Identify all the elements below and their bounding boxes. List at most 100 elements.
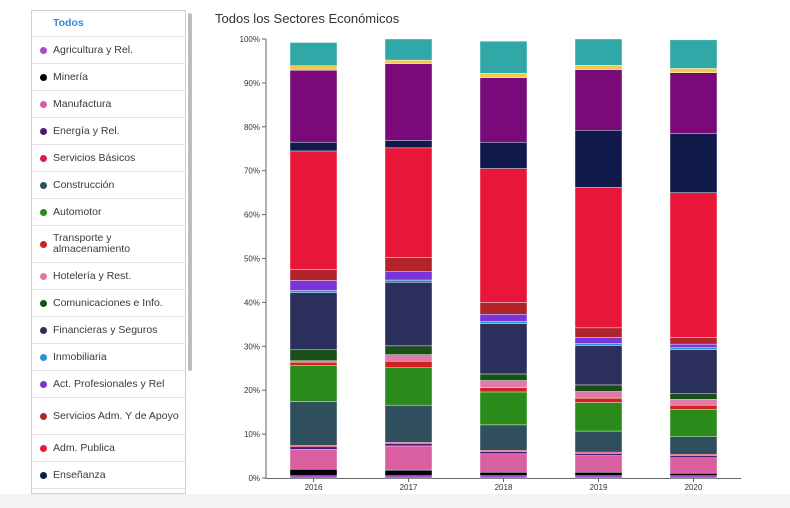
legend-dot-icon [40, 154, 47, 162]
bar-segment [669, 472, 718, 477]
bar-segment [574, 472, 623, 477]
bar-segment [669, 404, 718, 410]
legend-dot-icon [40, 240, 47, 248]
bar-segment [574, 430, 623, 453]
bar-segment [289, 349, 338, 361]
bar-segment [479, 424, 528, 451]
x-tick-label: 2016 [305, 483, 323, 492]
y-tick-label: 60% [244, 211, 260, 220]
sidebar-item-label: Manufactura [53, 97, 112, 110]
bar-segment [574, 69, 623, 131]
sidebar-item[interactable]: Transporte y almacenamiento [32, 226, 185, 263]
legend-dot-icon [40, 46, 47, 54]
sidebar-item[interactable]: Minería [32, 64, 185, 91]
bar-segment [289, 401, 338, 446]
bar-segment [479, 302, 528, 315]
bar-segment [669, 393, 718, 400]
bar-segment [669, 337, 718, 345]
legend-dot-icon [40, 181, 47, 189]
sidebar-item-label: Adm. Publica [53, 441, 115, 454]
sidebar-item[interactable]: Hotelería y Rest. [32, 263, 185, 290]
sidebar-item[interactable]: Enseñanza [32, 462, 185, 489]
bar-segment [384, 345, 433, 355]
bar-segment [384, 361, 433, 369]
bar-segment [479, 453, 528, 473]
sidebar-item-label: Minería [53, 70, 89, 83]
legend-dot-icon [40, 412, 47, 420]
sidebar-item[interactable]: Inmobiliaria [32, 344, 185, 371]
bar-segment [384, 282, 433, 347]
bar-segment [384, 404, 433, 443]
bar-segment [289, 292, 338, 351]
sidebar-item-label: Construcción [53, 178, 115, 191]
sidebar-item[interactable]: Agricultura y Rel. [32, 37, 185, 64]
sidebar-item[interactable]: Todos [32, 11, 185, 37]
bar-segment [479, 391, 528, 426]
sidebar-item[interactable]: Manufactura [32, 91, 185, 118]
legend-dot-icon [40, 444, 47, 452]
sidebar-item[interactable]: Act. Profesionales y Rel [32, 371, 185, 398]
sidebar-item-label: Todos [53, 17, 84, 29]
sidebar-scrollbar[interactable] [188, 13, 192, 371]
bar-segment [384, 475, 433, 479]
bar-segment [669, 475, 718, 479]
bar-segment [479, 314, 528, 322]
sidebar-item[interactable]: Energía y Rel. [32, 118, 185, 145]
sector-list[interactable]: Todos Agricultura y Rel. Minería Manufactur… [31, 10, 186, 494]
y-tick-label: 0% [248, 474, 260, 483]
bar-segment [289, 69, 338, 143]
x-tick-label: 2019 [590, 483, 608, 492]
bar-segment [574, 455, 623, 473]
legend-dot-icon [40, 326, 47, 334]
bar-segment [479, 40, 528, 74]
x-tick-label: 2018 [495, 483, 513, 492]
y-tick-label: 100% [240, 35, 260, 44]
y-tick-label: 30% [244, 342, 260, 351]
bar-segment [574, 384, 623, 392]
bar-segment [384, 147, 433, 258]
sidebar-item-label: Comunicaciones e Info. [53, 296, 163, 309]
bar-segment [669, 457, 718, 474]
bar-segment [384, 445, 433, 471]
bar-segment [289, 290, 338, 293]
bar-segment [384, 443, 433, 447]
legend-dot-icon [40, 127, 47, 135]
bottom-band [0, 494, 790, 508]
bar-segment [669, 192, 718, 338]
sidebar-item[interactable]: Automotor [32, 199, 185, 226]
bar-segment [669, 72, 718, 134]
sidebar-item[interactable]: Comunicaciones e Info. [32, 290, 185, 317]
bar-segment [384, 140, 433, 149]
bar-segment [479, 77, 528, 143]
legend-dot-icon [40, 353, 47, 361]
bar-segment [479, 323, 528, 375]
sidebar-item[interactable]: Financieras y Seguros [32, 317, 185, 344]
sidebar-item-label: Servicios Adm. Y de Apoyo [53, 409, 179, 422]
sidebar-item[interactable]: Servicios Básicos [32, 145, 185, 172]
bar-segment [479, 373, 528, 381]
bar-segment [574, 475, 623, 479]
sidebar-item[interactable]: Construcción [32, 172, 185, 199]
bar-segment [384, 469, 433, 477]
y-tick-label: 20% [244, 386, 260, 395]
bar-segment [574, 187, 623, 329]
bar-segment [479, 451, 528, 455]
chart-title: Todos los Sectores Económicos [215, 11, 400, 26]
bar-segment [289, 150, 338, 270]
y-tick-label: 40% [244, 298, 260, 307]
legend-dot-icon [40, 73, 47, 81]
sidebar-item-label: Agricultura y Rel. [53, 43, 133, 56]
bar-segment [574, 343, 623, 346]
legend-dot-icon [40, 272, 47, 280]
bar-segment [289, 361, 338, 366]
bar-segment [479, 73, 528, 78]
sidebar-item[interactable]: Servicios Adm. Y de Apoyo [32, 398, 185, 435]
bar-segment [384, 257, 433, 272]
sidebar-item[interactable]: Adm. Publica [32, 435, 185, 462]
y-tick-label: 10% [244, 430, 260, 439]
bar-segment [574, 327, 623, 338]
sidebar-item-label: Inmobiliaria [53, 350, 107, 363]
bar-segment [479, 168, 528, 303]
bar-segment [289, 449, 338, 470]
